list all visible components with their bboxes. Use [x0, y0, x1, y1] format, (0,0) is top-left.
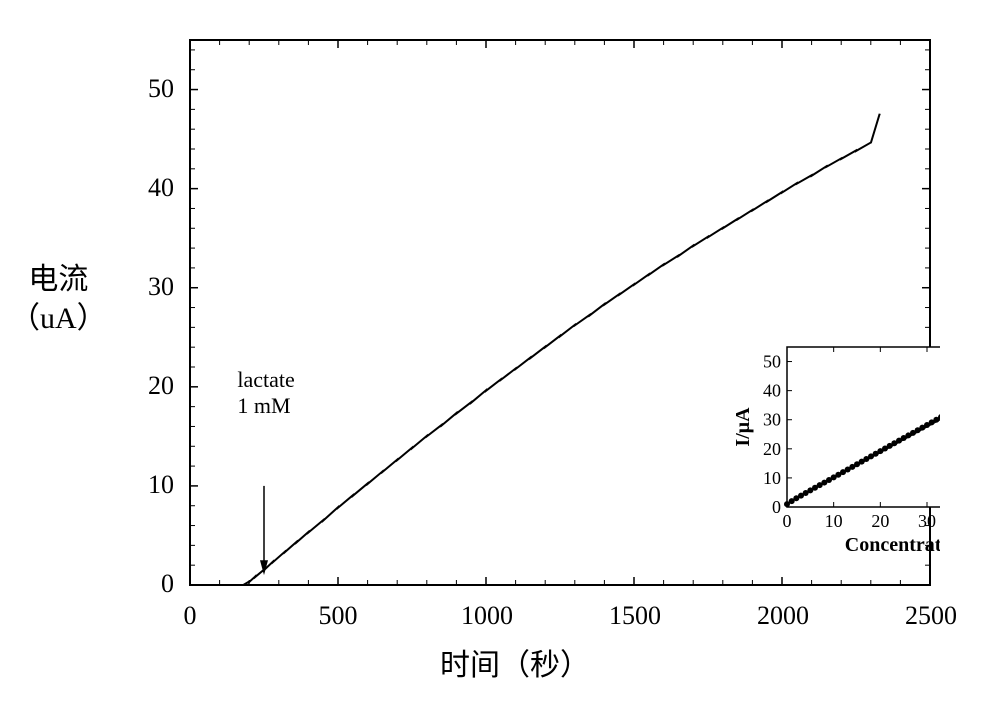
x-tick-label: 0 [165, 601, 215, 631]
x-tick-label: 2500 [905, 601, 955, 631]
ylabel-line2: （uA） [10, 302, 107, 335]
x-tick-label: 1000 [461, 601, 511, 631]
svg-text:0: 0 [772, 497, 781, 517]
ylabel-line1: 电流 [28, 263, 88, 296]
svg-text:20: 20 [871, 511, 889, 531]
y-tick-label: 30 [130, 272, 174, 302]
svg-text:1 mM: 1 mM [237, 393, 290, 418]
x-axis-label: 时间（秒） [440, 640, 590, 684]
svg-text:20: 20 [763, 439, 781, 459]
y-tick-label: 40 [130, 173, 174, 203]
svg-text:I/μA: I/μA [732, 407, 754, 447]
main-plot-area: lactate1 mM010203040506001020304050Conce… [180, 30, 940, 595]
svg-text:30: 30 [763, 410, 781, 430]
main-chart-svg: lactate1 mM010203040506001020304050Conce… [180, 30, 940, 595]
x-tick-label: 500 [313, 601, 363, 631]
y-tick-label: 10 [130, 470, 174, 500]
svg-text:Concentration/mM: Concentration/mM [845, 534, 940, 556]
svg-text:lactate: lactate [237, 367, 294, 392]
y-axis-label: 电流 （uA） [10, 260, 107, 338]
y-tick-label: 50 [130, 74, 174, 104]
svg-text:30: 30 [918, 511, 936, 531]
y-tick-label: 0 [130, 569, 174, 599]
svg-text:10: 10 [825, 511, 843, 531]
x-tick-label: 1500 [609, 601, 659, 631]
chart-container: 电流 （uA） 时间（秒） lactate1 mM010203040506001… [0, 0, 1000, 702]
svg-text:40: 40 [763, 381, 781, 401]
y-tick-label: 20 [130, 371, 174, 401]
svg-text:0: 0 [783, 511, 792, 531]
svg-text:10: 10 [763, 468, 781, 488]
x-tick-label: 2000 [757, 601, 807, 631]
svg-text:50: 50 [763, 352, 781, 372]
